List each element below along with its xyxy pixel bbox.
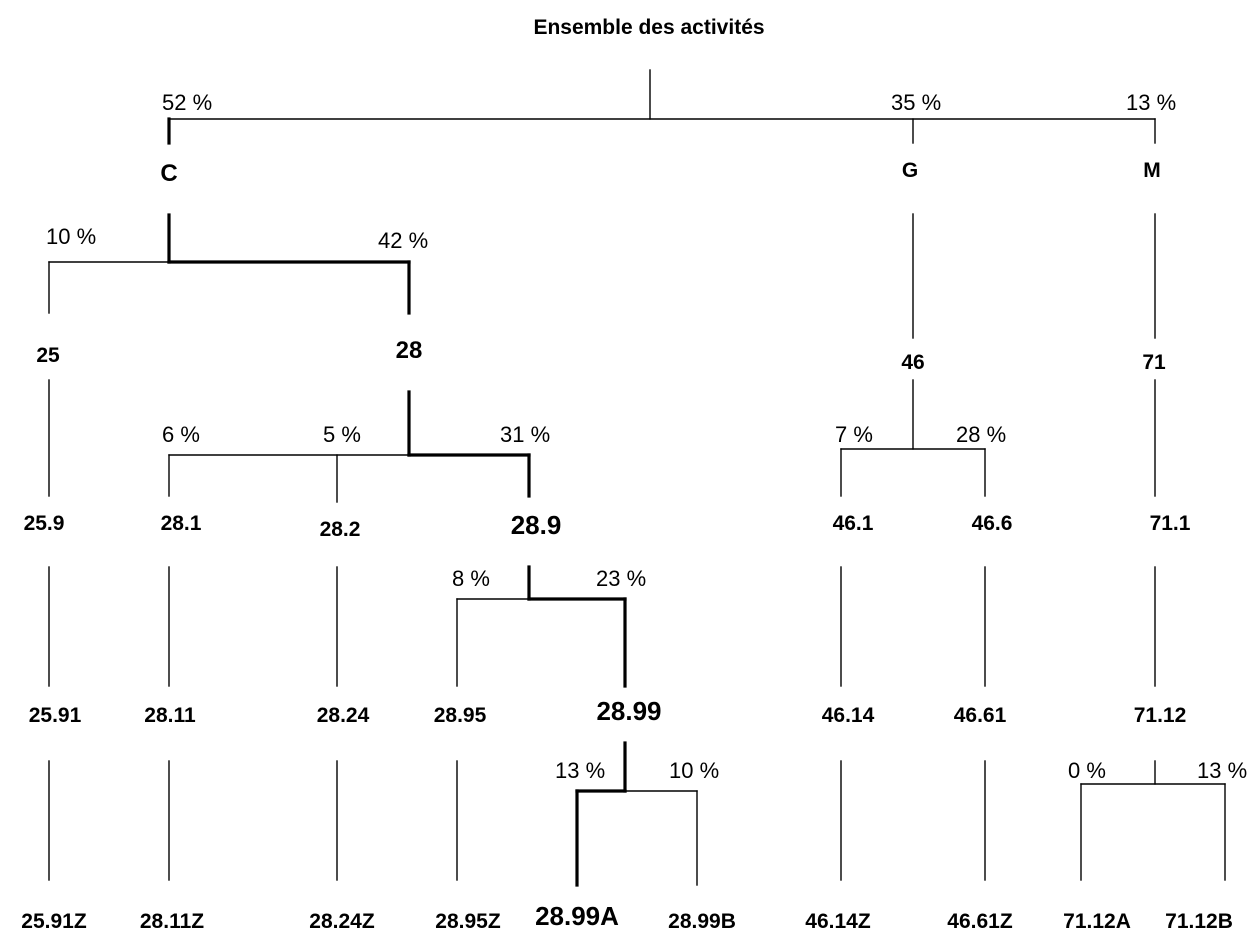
division-46-connectors [840, 379, 986, 497]
class-connectors [48, 760, 986, 881]
node-division-46: 46 [901, 351, 924, 374]
pct-division-28: 42 % [378, 228, 428, 253]
node-subclass-25-91z: 25.91Z [21, 910, 87, 933]
root-connectors [167, 69, 1156, 145]
node-subclass-28-24z: 28.24Z [309, 910, 375, 933]
node-class-46-14: 46.14 [822, 704, 875, 727]
node-group-25-9: 25.9 [24, 512, 65, 535]
node-class-28-11: 28.11 [144, 704, 196, 727]
pct-section-c: 52 % [162, 90, 212, 115]
node-group-28-9: 28.9 [511, 510, 562, 540]
node-group-46-6: 46.6 [972, 512, 1013, 535]
class-71-12-connectors [1080, 760, 1226, 881]
diagram-title: Ensemble des activités [533, 16, 764, 39]
pct-group-46-6: 28 % [956, 422, 1006, 447]
pct-group-46-1: 7 % [835, 422, 873, 447]
node-group-28-2: 28.2 [320, 518, 361, 541]
node-subclass-28-95z: 28.95Z [435, 910, 501, 933]
node-subclass-46-61z: 46.61Z [947, 910, 1013, 933]
pct-class-28-99: 23 % [596, 566, 646, 591]
node-section-m: M [1143, 159, 1161, 182]
pct-division-25: 10 % [46, 224, 96, 249]
node-subclass-28-11z: 28.11Z [140, 910, 204, 933]
node-subclass-46-14z: 46.14Z [805, 910, 871, 933]
section-c-connectors [48, 213, 411, 315]
pct-subclass-28-99a: 13 % [555, 758, 605, 783]
node-class-71-12: 71.12 [1134, 704, 1187, 727]
node-class-28-95: 28.95 [434, 704, 487, 727]
node-class-28-99: 28.99 [596, 696, 661, 726]
pct-section-m: 13 % [1126, 90, 1176, 115]
node-group-71-1: 71.1 [1150, 512, 1191, 535]
pct-group-28-9: 31 % [500, 422, 550, 447]
group-28-9-connectors [456, 565, 627, 688]
pct-group-28-1: 6 % [162, 422, 200, 447]
node-section-g: G [902, 159, 918, 182]
pct-subclass-28-99b: 10 % [669, 758, 719, 783]
group-connectors [48, 566, 1156, 687]
node-subclass-71-12b: 71.12B [1165, 910, 1233, 933]
node-division-71: 71 [1142, 351, 1166, 374]
node-division-25: 25 [36, 344, 60, 367]
pct-class-28-95: 8 % [452, 566, 490, 591]
section-g-m-connectors [912, 213, 1156, 339]
node-subclass-28-99b: 28.99B [668, 910, 736, 933]
node-subclass-71-12a: 71.12A [1063, 910, 1131, 933]
node-group-28-1: 28.1 [161, 512, 202, 535]
pct-group-28-2: 5 % [323, 422, 361, 447]
node-group-46-1: 46.1 [833, 512, 874, 535]
class-28-99-connectors [575, 741, 698, 887]
division-28-connectors [168, 390, 531, 503]
node-class-25-91: 25.91 [29, 704, 82, 727]
pct-subclass-71-12a: 0 % [1068, 758, 1106, 783]
node-class-28-24: 28.24 [317, 704, 370, 727]
pct-subclass-71-12b: 13 % [1197, 758, 1247, 783]
node-section-c: C [160, 160, 177, 187]
node-class-46-61: 46.61 [954, 704, 1007, 727]
node-division-28: 28 [396, 337, 423, 364]
pct-section-g: 35 % [891, 90, 941, 115]
node-subclass-28-99a: 28.99A [535, 901, 619, 931]
